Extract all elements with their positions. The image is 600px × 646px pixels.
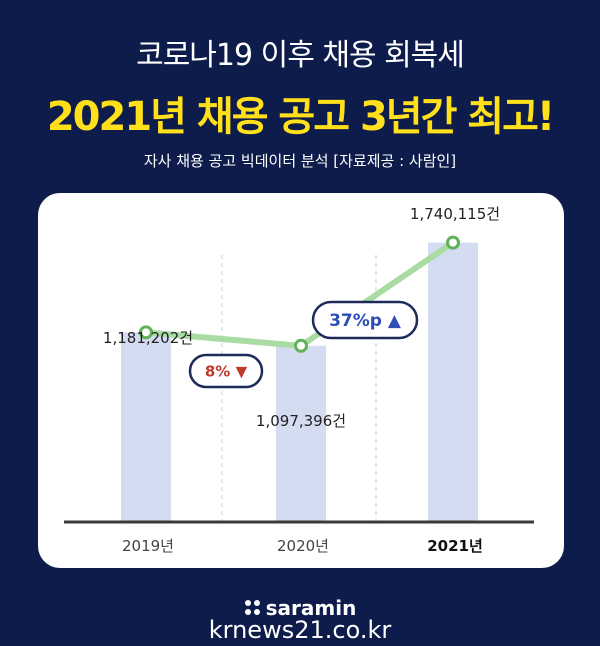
category-label-3: 2021년 [427, 537, 483, 555]
headline-main: 2021년 채용 공고 3년간 최고! [46, 94, 555, 140]
change-badge-label-1: 8% ▼ [205, 362, 248, 380]
saramin-logo-icon [244, 600, 260, 615]
change-badge-2 [311, 300, 419, 340]
bar-2 [276, 345, 326, 522]
brand-logo: saramin [0, 596, 600, 622]
change-badge-1 [188, 353, 264, 389]
value-label-3: 1,740,115건 [410, 205, 500, 223]
data-point-1 [139, 325, 153, 340]
bar-1 [121, 332, 171, 522]
data-point-2 [294, 338, 308, 353]
headline-top: 코로나19 이후 채용 회복세 [136, 38, 465, 73]
brand-name: saramin [265, 596, 357, 620]
chart-card: 1,181,202건 1,097,396건 1,740,115건 2019년 2020년… [38, 193, 564, 568]
bar-chart: 1,181,202건 1,097,396건 1,740,115건 2019년 2020년… [64, 205, 534, 555]
change-badge-label-2: 37%p ▲ [329, 311, 402, 331]
data-point-3 [446, 235, 460, 250]
value-label-2: 1,097,396건 [256, 412, 346, 430]
subtitle: 자사 채용 공고 빅데이터 분석 [자료제공 : 사람인] [143, 152, 457, 170]
category-label-2: 2020년 [277, 537, 329, 555]
watermark: krnews21.co.kr [208, 616, 392, 644]
bar-3 [428, 242, 478, 522]
value-label-1: 1,181,202건 [103, 329, 193, 347]
category-label-1: 2019년 [122, 537, 174, 555]
